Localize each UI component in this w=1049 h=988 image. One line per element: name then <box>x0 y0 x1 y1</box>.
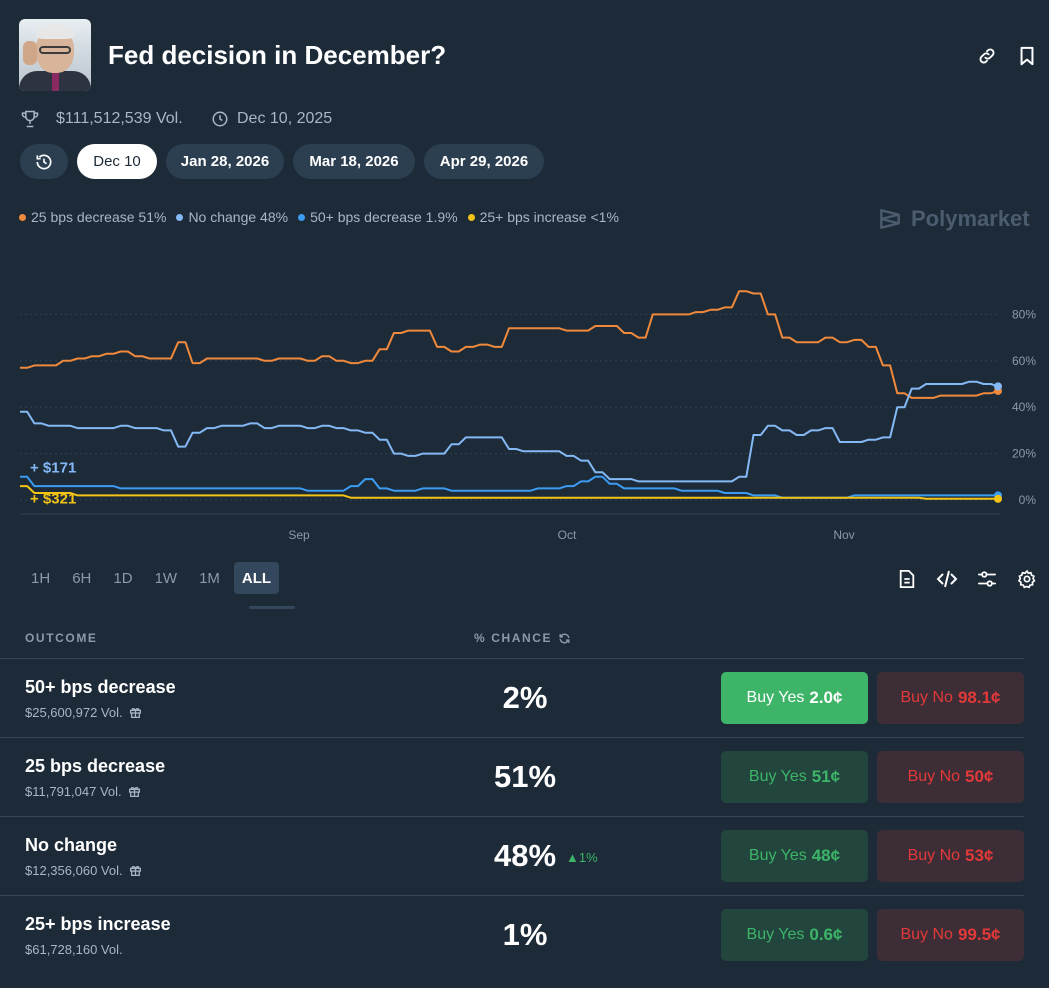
clock-icon <box>212 111 228 127</box>
chart-tools <box>895 567 1039 591</box>
legend-item: 50+ bps decrease 1.9% <box>298 209 458 225</box>
col-chance-header: % CHANCE <box>474 631 571 645</box>
settings-gear-icon[interactable] <box>1015 567 1039 591</box>
end-date: Dec 10, 2025 <box>211 108 332 130</box>
history-button[interactable] <box>20 144 68 179</box>
legend-item: 25+ bps increase <1% <box>467 209 619 225</box>
y-tick-label: 20% <box>1012 447 1036 461</box>
outcome-chance: 2% <box>502 680 548 715</box>
x-tick-label: Sep <box>288 528 310 542</box>
sliders-icon[interactable] <box>975 567 999 591</box>
date-tab-jan-28[interactable]: Jan 28, 2026 <box>166 144 284 179</box>
document-icon[interactable] <box>895 567 919 591</box>
outcome-volume: $61,728,160 Vol. <box>25 942 123 957</box>
date-tab-apr-29[interactable]: Apr 29, 2026 <box>424 144 544 179</box>
range-6h[interactable]: 6H <box>72 569 92 587</box>
outcome-row: 50+ bps decrease $25,600,972 Vol. 2% Buy… <box>0 658 1024 737</box>
y-tick-label: 40% <box>1012 400 1036 414</box>
chart-legend: 25 bps decrease 51% No change 48% 50+ bp… <box>19 209 619 225</box>
legend-item: No change 48% <box>176 209 288 225</box>
range-all[interactable]: ALL <box>233 562 280 594</box>
embed-code-icon[interactable] <box>935 567 959 591</box>
trade-annotation: + $321 <box>30 490 76 507</box>
series-end-dot <box>994 382 1002 391</box>
series-line <box>20 290 999 399</box>
buy-no-button[interactable]: Buy No 99.5¢ <box>877 909 1024 961</box>
outcome-chance: 51% <box>493 759 557 794</box>
outcome-volume: $12,356,060 Vol. <box>25 863 142 878</box>
trade-annotation: + $171 <box>30 459 76 476</box>
outcome-chance: 48% <box>493 838 557 873</box>
y-tick-label: 60% <box>1012 354 1036 368</box>
outcome-row: No change $12,356,060 Vol. 48% ▲1% Buy Y… <box>0 816 1024 895</box>
x-tick-label: Nov <box>833 528 854 542</box>
gift-icon <box>129 708 141 719</box>
date-tab-dec-10[interactable]: Dec 10 <box>77 144 157 179</box>
active-range-indicator <box>249 606 295 609</box>
series-end-dot <box>994 494 1002 503</box>
market-title: Fed decision in December? <box>108 40 447 70</box>
col-outcome-header: OUTCOME <box>25 631 98 645</box>
x-tick-label: Oct <box>558 528 577 542</box>
total-volume: $111,512,539 Vol. <box>56 110 183 127</box>
market-image <box>19 19 91 91</box>
series-line <box>20 485 998 500</box>
outcome-chance: 1% <box>502 917 548 952</box>
buy-yes-button[interactable]: Buy Yes 2.0¢ <box>721 672 868 724</box>
y-tick-label: 80% <box>1012 307 1036 321</box>
chart-labels: 80% 60% 40% 20% 0% Sep Oct Nov + $171 + $321 <box>30 307 1036 542</box>
bookmark-icon[interactable] <box>1015 44 1039 68</box>
buy-no-button[interactable]: Buy No 98.1¢ <box>877 672 1024 724</box>
buy-yes-button[interactable]: Buy Yes 51¢ <box>721 751 868 803</box>
range-1w[interactable]: 1W <box>154 569 178 587</box>
outcome-name: No change <box>25 835 118 855</box>
buy-no-button[interactable]: Buy No 53¢ <box>877 830 1024 882</box>
outcome-row: 25+ bps increase $61,728,160 Vol. 1% Buy… <box>0 895 1024 974</box>
chart-series <box>20 290 1002 503</box>
outcome-volume: $11,791,047 Vol. <box>25 784 141 799</box>
price-chart[interactable]: 80% 60% 40% 20% 0% Sep Oct Nov + $171 + $321 <box>0 250 1049 550</box>
polymarket-logo-icon <box>880 209 900 229</box>
refresh-icon <box>559 633 570 643</box>
link-icon[interactable] <box>975 44 999 68</box>
volume-info: $111,512,539 Vol. <box>20 108 183 130</box>
range-1m[interactable]: 1M <box>199 569 220 587</box>
buy-yes-button[interactable]: Buy Yes 0.6¢ <box>721 909 868 961</box>
chart-grid <box>20 313 1000 515</box>
history-icon <box>36 154 52 169</box>
series-line <box>20 380 999 483</box>
end-date-text: Dec 10, 2025 <box>237 110 333 127</box>
range-1h[interactable]: 1H <box>31 569 51 587</box>
trophy-icon <box>21 110 39 128</box>
range-1d[interactable]: 1D <box>113 569 133 587</box>
polymarket-watermark: Polymarket <box>877 206 1030 232</box>
outcome-volume: $25,600,972 Vol. <box>25 705 142 720</box>
chance-delta: ▲1% <box>566 850 598 865</box>
outcome-name: 50+ bps decrease <box>25 677 176 697</box>
buy-yes-button[interactable]: Buy Yes 48¢ <box>721 830 868 882</box>
outcome-name: 25+ bps increase <box>25 914 171 934</box>
legend-item: 25 bps decrease 51% <box>19 209 166 225</box>
date-tab-mar-18[interactable]: Mar 18, 2026 <box>293 144 415 179</box>
gift-icon <box>129 866 141 877</box>
outcome-row: 25 bps decrease $11,791,047 Vol. 51% Buy… <box>0 737 1024 816</box>
buy-no-button[interactable]: Buy No 50¢ <box>877 751 1024 803</box>
time-range-selector: 1H 6H 1D 1W 1M ALL <box>23 562 280 594</box>
gift-icon <box>128 787 140 798</box>
y-tick-label: 0% <box>1019 493 1037 507</box>
outcome-name: 25 bps decrease <box>25 756 166 776</box>
